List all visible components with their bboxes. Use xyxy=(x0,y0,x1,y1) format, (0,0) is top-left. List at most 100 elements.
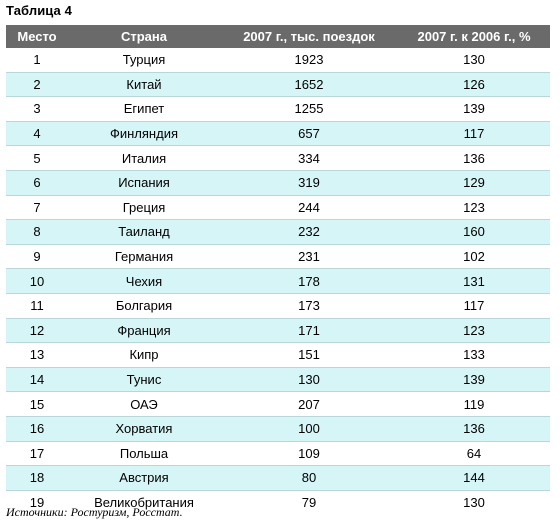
rank-cell: 18 xyxy=(6,465,68,491)
table-row: 11 Болгария 173 117 xyxy=(6,293,550,319)
table-row: 13 Кипр 151 133 xyxy=(6,342,550,368)
rank-cell: 1 xyxy=(6,48,68,73)
source-note: Источники: Ростуризм, Росстат. xyxy=(6,505,183,519)
country-cell: Тунис xyxy=(68,367,220,393)
country-cell: Франция xyxy=(68,318,220,344)
pct-cell: 123 xyxy=(398,195,550,221)
trips-cell: 207 xyxy=(220,391,398,417)
rank-cell: 3 xyxy=(6,96,68,122)
rank-cell: 17 xyxy=(6,441,68,467)
table-row: 10 Чехия 178 131 xyxy=(6,268,550,294)
data-table: Место Страна 2007 г., тыс. поездок 2007 … xyxy=(6,25,550,514)
country-cell: Великобритания xyxy=(94,494,194,510)
country-cell: Хорватия xyxy=(68,416,220,442)
trips-cell: 79 xyxy=(301,494,317,510)
pct-cell: 102 xyxy=(398,244,550,270)
table-title: Таблица 4 xyxy=(6,3,72,18)
table-row: 4 Финляндия 657 117 xyxy=(6,121,550,147)
country-cell: ОАЭ xyxy=(68,391,220,417)
pct-cell: 126 xyxy=(398,72,550,98)
trips-cell: 231 xyxy=(220,244,398,270)
column-header-country: Страна xyxy=(68,25,220,48)
pct-cell: 130 xyxy=(398,48,550,73)
rank-cell: 12 xyxy=(6,318,68,344)
column-header-rank: Место xyxy=(6,25,68,48)
trips-cell: 130 xyxy=(220,367,398,393)
country-cell: Чехия xyxy=(68,268,220,294)
country-cell: Греция xyxy=(68,195,220,221)
table-row: 16 Хорватия 100 136 xyxy=(6,416,550,442)
country-cell: Польша xyxy=(68,441,220,467)
rank-cell: 5 xyxy=(6,145,68,171)
table-row: 15 ОАЭ 207 119 xyxy=(6,391,550,417)
country-cell: Египет xyxy=(68,96,220,122)
table-row: 17 Польша 109 64 xyxy=(6,441,550,467)
pct-cell: 117 xyxy=(398,121,550,147)
table-row: 19 Великобритания 79 130 xyxy=(6,490,550,514)
trips-cell: 151 xyxy=(220,342,398,368)
pct-cell: 64 xyxy=(398,441,550,467)
trips-cell: 171 xyxy=(220,318,398,344)
pct-cell: 131 xyxy=(398,268,550,294)
rank-cell: 8 xyxy=(6,219,68,245)
rank-cell: 10 xyxy=(6,268,68,294)
trips-cell: 100 xyxy=(220,416,398,442)
rank-cell: 4 xyxy=(6,121,68,147)
pct-cell: 117 xyxy=(398,293,550,319)
rank-cell: 6 xyxy=(6,170,68,196)
trips-cell: 319 xyxy=(220,170,398,196)
pct-cell: 133 xyxy=(398,342,550,368)
header-row: Место Страна 2007 г., тыс. поездок 2007 … xyxy=(6,25,550,48)
table-row: 3 Египет 1255 139 xyxy=(6,96,550,122)
table-row: 14 Тунис 130 139 xyxy=(6,367,550,393)
table-row: 18 Австрия 80 144 xyxy=(6,465,550,491)
rank-cell: 16 xyxy=(6,416,68,442)
country-cell: Германия xyxy=(68,244,220,270)
table-row: 9 Германия 231 102 xyxy=(6,244,550,270)
pct-cell: 160 xyxy=(398,219,550,245)
rank-cell: 7 xyxy=(6,195,68,221)
country-cell: Австрия xyxy=(68,465,220,491)
column-header-trips: 2007 г., тыс. поездок xyxy=(220,25,398,48)
table-row: 12 Франция 171 123 xyxy=(6,318,550,344)
trips-cell: 178 xyxy=(220,268,398,294)
pct-cell: 144 xyxy=(398,465,550,491)
pct-cell: 139 xyxy=(398,96,550,122)
trips-cell: 657 xyxy=(220,121,398,147)
country-cell: Финляндия xyxy=(68,121,220,147)
rank-cell: 15 xyxy=(6,391,68,417)
table-row: 8 Таиланд 232 160 xyxy=(6,219,550,245)
trips-cell: 232 xyxy=(220,219,398,245)
country-cell: Италия xyxy=(68,145,220,171)
table-row: 1 Турция 1923 130 xyxy=(6,48,550,73)
rank-cell: 14 xyxy=(6,367,68,393)
table-row: 2 Китай 1652 126 xyxy=(6,72,550,98)
country-cell: Болгария xyxy=(68,293,220,319)
table-row: 7 Греция 244 123 xyxy=(6,195,550,221)
trips-cell: 109 xyxy=(220,441,398,467)
country-cell: Испания xyxy=(68,170,220,196)
rank-cell: 2 xyxy=(6,72,68,98)
table-row: 5 Италия 334 136 xyxy=(6,145,550,171)
trips-cell: 173 xyxy=(220,293,398,319)
table-row: 6 Испания 319 129 xyxy=(6,170,550,196)
pct-cell: 130 xyxy=(463,494,485,510)
trips-cell: 244 xyxy=(220,195,398,221)
country-cell: Кипр xyxy=(68,342,220,368)
pct-cell: 136 xyxy=(398,145,550,171)
pct-cell: 129 xyxy=(398,170,550,196)
rank-cell: 9 xyxy=(6,244,68,270)
trips-cell: 1923 xyxy=(220,48,398,73)
trips-cell: 1652 xyxy=(220,72,398,98)
rank-cell: 19 xyxy=(29,494,45,510)
column-header-pct: 2007 г. к 2006 г., % xyxy=(398,25,550,48)
trips-cell: 334 xyxy=(220,145,398,171)
trips-cell: 1255 xyxy=(220,96,398,122)
rank-cell: 13 xyxy=(6,342,68,368)
pct-cell: 139 xyxy=(398,367,550,393)
trips-cell: 80 xyxy=(220,465,398,491)
pct-cell: 136 xyxy=(398,416,550,442)
country-cell: Китай xyxy=(68,72,220,98)
pct-cell: 119 xyxy=(398,391,550,417)
country-cell: Турция xyxy=(68,48,220,73)
